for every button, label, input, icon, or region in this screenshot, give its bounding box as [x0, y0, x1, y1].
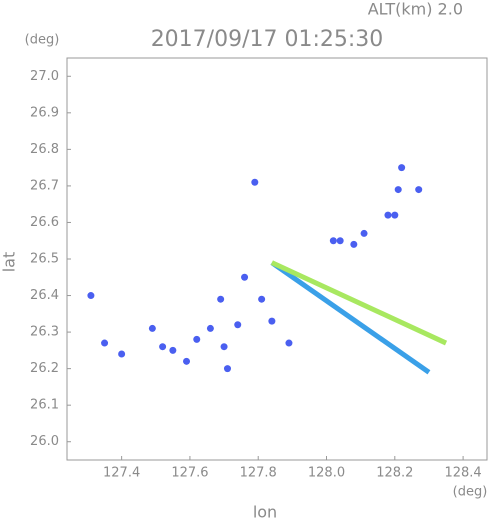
echo	[159, 343, 167, 351]
chart-title: 2017/09/17 01:25:30	[151, 27, 384, 52]
echo	[384, 211, 392, 219]
y-tick-label: 26.7	[30, 178, 59, 193]
echo	[398, 164, 406, 172]
y-tick-label: 26.1	[30, 398, 59, 413]
x-tick-label: 128.2	[376, 466, 413, 481]
echo	[220, 343, 228, 351]
y-tick-label: 26.2	[30, 361, 59, 376]
echo	[268, 317, 276, 325]
echo	[223, 365, 231, 373]
y-axis-label: lat	[0, 252, 19, 273]
echo	[193, 335, 201, 343]
y-unit: (deg)	[25, 33, 60, 48]
echo	[360, 229, 368, 237]
echo	[415, 186, 423, 194]
echo	[285, 339, 293, 347]
echo	[329, 237, 337, 245]
y-tick-label: 26.0	[30, 434, 59, 449]
echo	[350, 240, 358, 248]
x-unit: (deg)	[453, 485, 488, 500]
y-tick-label: 26.3	[30, 325, 59, 340]
annotation: ALT(km) 2.0	[368, 0, 463, 19]
echo	[234, 321, 242, 329]
echo	[101, 339, 109, 347]
y-tick-label: 26.4	[30, 288, 59, 303]
x-tick-label: 127.4	[103, 466, 140, 481]
x-tick-label: 128.0	[308, 466, 345, 481]
plot-frame	[66, 57, 488, 461]
y-tick-label: 26.8	[30, 142, 59, 157]
y-tick-label: 27.0	[30, 69, 59, 84]
echo	[394, 186, 402, 194]
echo	[251, 178, 259, 186]
echo	[169, 346, 177, 354]
x-axis-label: lon	[253, 503, 277, 521]
echo	[258, 295, 266, 303]
echo	[217, 295, 225, 303]
x-tick-label: 127.6	[171, 466, 208, 481]
echo	[183, 357, 191, 365]
echo-streak	[270, 260, 448, 346]
y-tick-label: 26.9	[30, 105, 59, 120]
echo-streak	[270, 260, 431, 375]
echo	[206, 324, 214, 332]
echo	[87, 292, 95, 300]
x-tick-label: 127.8	[240, 466, 277, 481]
echo	[148, 324, 156, 332]
y-tick-label: 26.6	[30, 215, 59, 230]
echo	[118, 350, 126, 358]
echo	[336, 237, 344, 245]
x-tick-label: 128.4	[444, 466, 481, 481]
echo	[391, 211, 399, 219]
y-tick-label: 26.5	[30, 252, 59, 267]
echo	[241, 273, 249, 281]
